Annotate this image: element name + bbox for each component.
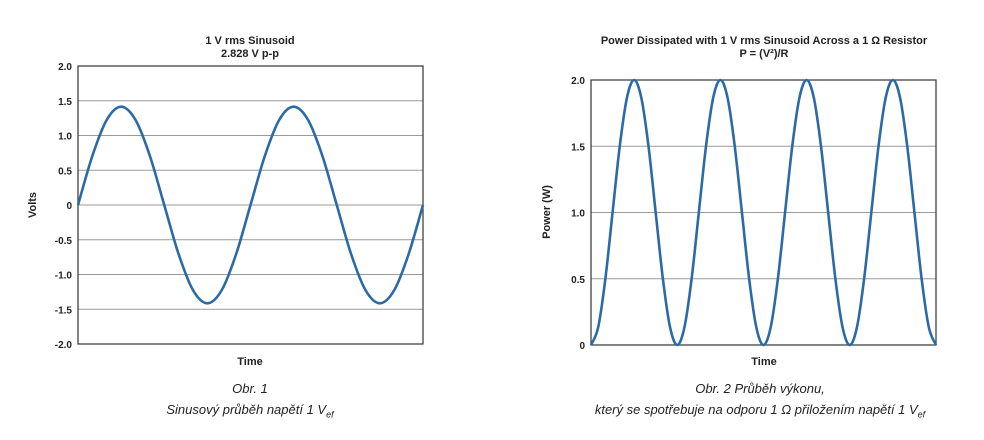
caption-line: který se spotřebuje na odporu 1 Ω přilož… xyxy=(520,399,984,426)
y-tick-label: 1.0 xyxy=(58,132,72,143)
y-axis-label: Volts xyxy=(27,192,39,218)
chart-subtitle: 2.828 V p-p xyxy=(221,48,279,60)
y-tick-label: -2.0 xyxy=(55,340,73,351)
x-axis-label: Time xyxy=(237,356,262,368)
y-tick-label: 1.5 xyxy=(571,142,585,153)
caption-text: který se spotřebuje na odporu 1 Ω přilož… xyxy=(594,402,918,417)
x-axis-label: Time xyxy=(751,356,776,368)
chart-title: 1 V rms Sinusoid xyxy=(205,35,294,47)
caption-subscript: ef xyxy=(326,409,334,420)
y-tick-label: 0 xyxy=(579,341,585,352)
y-tick-label: 1.5 xyxy=(58,97,72,108)
y-axis-label: Power (W) xyxy=(541,185,553,239)
y-tick-label: 0 xyxy=(66,201,72,212)
y-tick-label: 2.0 xyxy=(58,62,72,73)
figure-2-caption: Obr. 2 Průběh výkonu, který se spotřebuj… xyxy=(520,378,984,426)
caption-line: Obr. 1 xyxy=(232,381,268,396)
figure-1-caption: Obr. 1 Sinusový průběh napětí 1 Vef xyxy=(100,378,400,426)
series-line xyxy=(76,105,425,305)
chart-voltage: 1 V rms Sinusoid 2.828 V p-p Time Volts … xyxy=(27,35,425,368)
caption-line: Sinusový průběh napětí 1 Vef xyxy=(100,399,400,426)
caption-line: Obr. 2 Průběh výkonu, xyxy=(695,381,825,396)
y-tick-label: 0.5 xyxy=(571,275,585,286)
y-tick-label: -0.5 xyxy=(55,236,73,247)
y-tick-label: 0.5 xyxy=(58,166,72,177)
caption-text: Sinusový průběh napětí 1 V xyxy=(166,402,327,417)
y-tick-label: 1.0 xyxy=(571,209,585,220)
chart-title: Power Dissipated with 1 V rms Sinusoid A… xyxy=(601,35,928,47)
y-tick-label: -1.5 xyxy=(55,305,73,316)
y-tick-label: 2.0 xyxy=(571,76,585,87)
caption-subscript: ef xyxy=(917,409,926,420)
chart-subtitle: P = (V²)/R xyxy=(739,48,788,60)
chart-power: Power Dissipated with 1 V rms Sinusoid A… xyxy=(541,35,938,368)
y-tick-label: -1.0 xyxy=(55,271,73,282)
series-line xyxy=(589,78,938,347)
